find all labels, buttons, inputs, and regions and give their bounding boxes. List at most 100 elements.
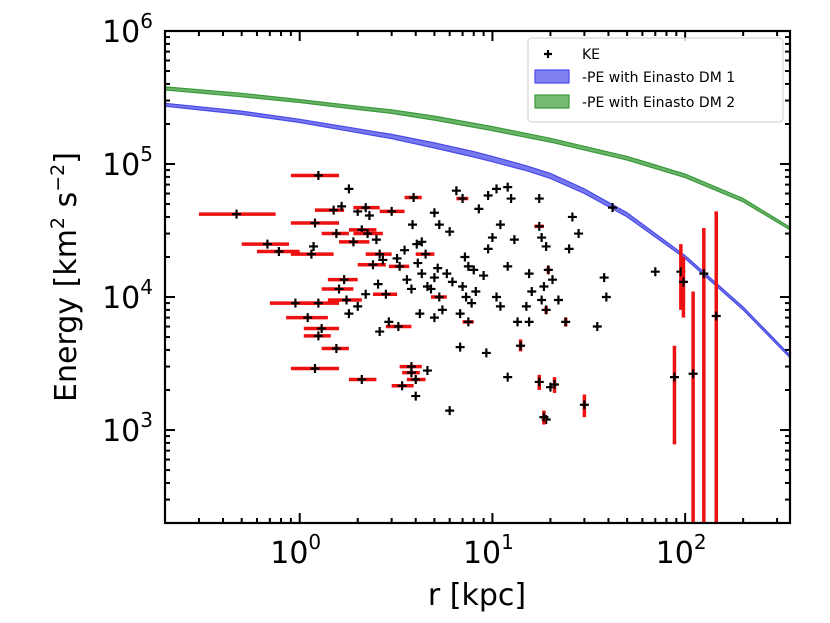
ke-point (699, 228, 709, 523)
ke-point (599, 273, 609, 283)
ke-marker (479, 271, 489, 281)
ke-marker (541, 305, 551, 315)
ke-point (460, 252, 470, 262)
ke-marker (310, 364, 320, 374)
ke-marker (579, 400, 589, 410)
ke-point (678, 256, 688, 318)
ke-marker (503, 372, 513, 382)
ke-point (541, 241, 551, 251)
ke-marker (406, 284, 416, 294)
ke-points (198, 170, 721, 523)
ke-point (309, 241, 319, 251)
ke-point (404, 193, 422, 203)
ke-marker (688, 369, 698, 379)
ke-marker (329, 205, 339, 215)
ke-marker (539, 281, 549, 291)
legend-dm2-label: -PE with Einasto DM 2 (582, 95, 735, 111)
ke-point (429, 208, 439, 218)
y-tick-label: 106 (102, 9, 153, 50)
ke-point (314, 205, 345, 215)
y-tick-label: 105 (102, 142, 153, 183)
ke-marker (548, 275, 558, 285)
ke-point (433, 263, 443, 273)
ke-point (495, 220, 505, 230)
ke-point (548, 275, 558, 285)
ke-point (375, 327, 385, 337)
y-axis-label: Energy [km2 s−2] (47, 152, 84, 402)
ke-marker (564, 244, 574, 254)
ke-point (256, 246, 300, 256)
ke-point (467, 298, 477, 308)
ke-point (327, 295, 362, 305)
legend-entry-dm1: -PE with Einasto DM 1 (534, 69, 735, 86)
ke-point (492, 292, 502, 302)
ke-marker (711, 311, 721, 321)
ke-marker (492, 292, 502, 302)
ke-point (241, 239, 290, 249)
ke-point (412, 239, 422, 249)
ke-point (402, 368, 420, 378)
ke-point (509, 235, 519, 245)
ke-point (321, 229, 349, 239)
ke-point (299, 298, 340, 308)
ke-marker (534, 194, 544, 204)
ke-marker (310, 218, 320, 228)
ke-marker (434, 292, 444, 302)
ke-point (503, 372, 513, 382)
ke-marker (387, 206, 397, 216)
ke-point (456, 194, 469, 204)
ke-point (408, 220, 418, 230)
ke-marker (429, 313, 439, 323)
ke-marker (483, 244, 493, 254)
ke-point (495, 301, 505, 311)
ke-marker (574, 229, 584, 239)
ke-point (417, 269, 427, 279)
ke-point (391, 381, 414, 391)
ke-marker (375, 327, 385, 337)
y-axis-label-exp1: 2 (47, 217, 69, 229)
ke-point (361, 289, 371, 299)
ke-point (321, 284, 354, 294)
ke-marker (313, 298, 323, 308)
ke-marker (411, 391, 421, 401)
ke-point (483, 190, 493, 200)
ke-marker (503, 261, 513, 271)
ke-point (527, 287, 537, 297)
ke-point (422, 366, 432, 376)
ke-marker (445, 227, 455, 237)
ke-point (688, 291, 698, 523)
svg-text:Energy [km2 s−2]: Energy [km2 s−2] (47, 152, 84, 402)
ke-point (455, 309, 465, 319)
ke-point (461, 292, 471, 302)
ke-marker (534, 221, 544, 231)
ke-marker (467, 298, 477, 308)
ke-point (353, 229, 383, 239)
ke-marker (481, 348, 491, 358)
ke-marker (599, 273, 609, 283)
ke-point (344, 184, 354, 194)
ke-point (411, 391, 421, 401)
ke-marker (524, 317, 534, 327)
ke-marker (415, 309, 425, 319)
ke-marker (451, 186, 461, 196)
ke-point (388, 261, 410, 271)
ke-point (553, 295, 563, 305)
ke-marker (344, 309, 354, 319)
ke-point (402, 275, 412, 285)
ke-point (543, 265, 553, 275)
ke-point (492, 184, 502, 194)
ke-marker (461, 292, 471, 302)
ke-marker (483, 190, 493, 200)
ke-marker (402, 275, 412, 285)
ke-marker (455, 342, 465, 352)
ke-point (290, 249, 334, 259)
ke-marker (592, 322, 602, 332)
ke-point (430, 292, 447, 302)
ke-marker (361, 289, 371, 299)
ke-marker (433, 263, 443, 273)
ke-point (503, 261, 513, 271)
ke-point (537, 295, 547, 305)
ke-marker (445, 406, 455, 416)
ke-marker (339, 275, 349, 285)
